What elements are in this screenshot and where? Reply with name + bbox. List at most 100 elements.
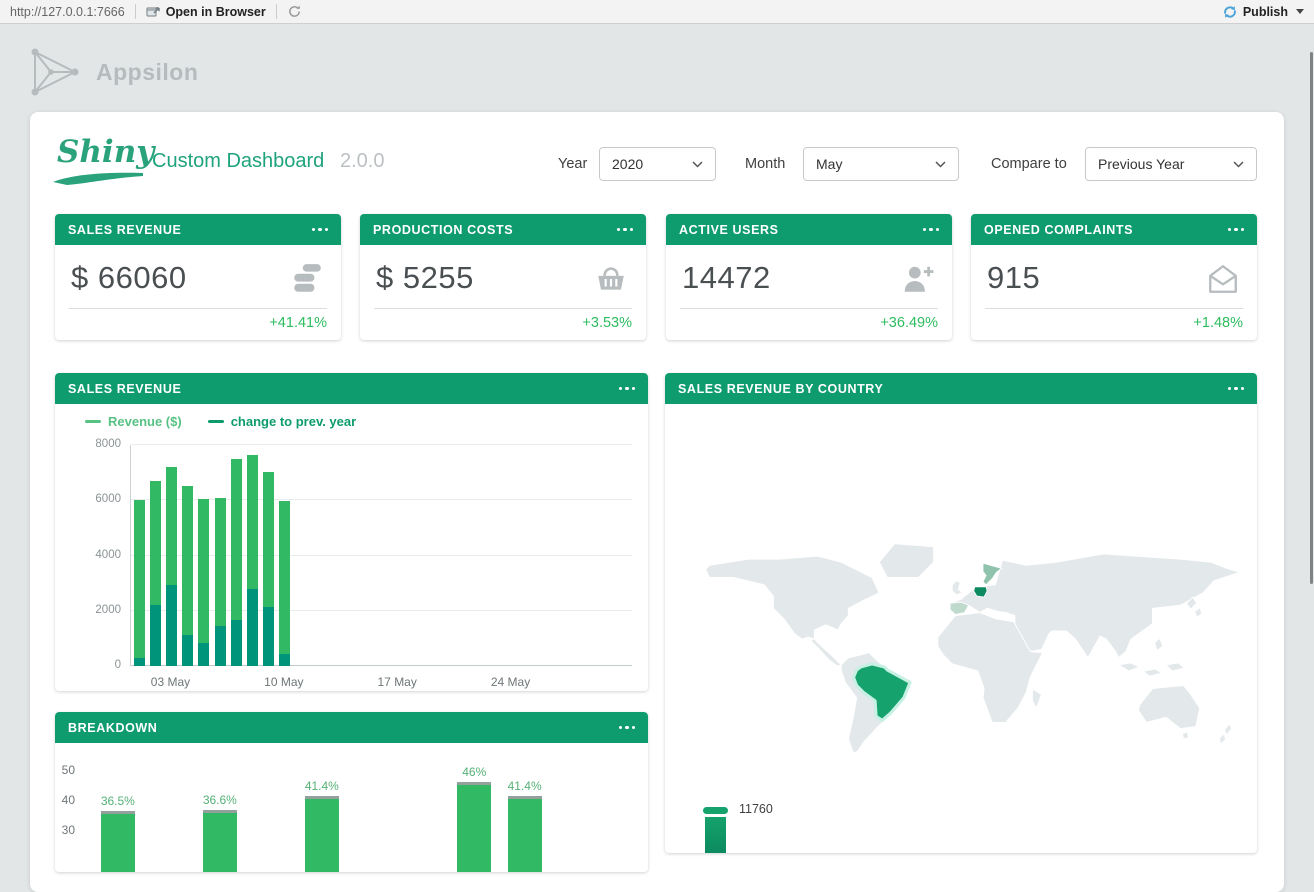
divider (69, 308, 327, 309)
kpi-card-opened-complaints: OPENED COMPLAINTS 915 +1.48% (971, 214, 1257, 340)
publish-dropdown-caret[interactable] (1296, 9, 1304, 14)
revenue-bar (263, 471, 275, 666)
sales-by-country-panel: SALES REVENUE BY COUNTRY (665, 373, 1257, 853)
breakdown-bar (100, 810, 135, 872)
ellipsis-menu-icon[interactable] (1227, 227, 1244, 232)
scrollbar[interactable] (1310, 52, 1313, 584)
revenue-bar-change-segment (149, 605, 161, 666)
breakdown-plot: 50 40 30 36.5% 36.6% 41.4% 46% 41.4% (55, 743, 648, 872)
y-tick-label: 30 (61, 823, 75, 837)
revenue-bar-change-segment (246, 588, 258, 666)
legend-swatch (207, 419, 224, 424)
map-central-america (809, 638, 842, 667)
kpi-value: $ 5255 (376, 260, 474, 295)
open-envelope-icon (1205, 262, 1241, 296)
revenue-bar (165, 467, 177, 666)
map-philippines (1154, 637, 1164, 652)
legend-label: Revenue ($) (108, 414, 182, 429)
kpi-card-sales-revenue: SALES REVENUE $ 66060 +41.41% (55, 214, 341, 340)
kpi-value: 915 (987, 260, 1041, 295)
map-australia (1137, 684, 1201, 730)
toolbar-divider (134, 4, 136, 19)
legend-item-revenue[interactable]: Revenue ($) (85, 414, 182, 429)
map-united-kingdom (951, 580, 963, 596)
y-tick-label: 8000 (95, 438, 121, 450)
breakdown-bar-label: 41.4% (507, 778, 542, 793)
publish-label: Publish (1242, 4, 1288, 19)
kpi-change: +36.49% (880, 315, 938, 331)
legend-item-change[interactable]: change to prev. year (207, 414, 357, 429)
map-legend-value: 11760 (739, 802, 773, 816)
y-tick-label: 2000 (95, 603, 121, 616)
open-in-browser-icon (146, 5, 161, 18)
kpi-title: PRODUCTION COSTS (373, 222, 514, 237)
app-version: 2.0.0 (340, 150, 385, 172)
kpi-title: ACTIVE USERS (679, 222, 779, 237)
divider (985, 308, 1243, 309)
appsilon-logo-icon (28, 44, 82, 100)
revenue-bar (230, 458, 242, 666)
panel-title: SALES REVENUE BY COUNTRY (678, 381, 884, 396)
legend-swatch (85, 419, 101, 424)
y-tick-label: 4000 (95, 548, 121, 561)
gridline (131, 499, 632, 501)
kpi-value: $ 66060 (71, 260, 187, 295)
map-africa (937, 611, 1044, 723)
divider (680, 308, 938, 309)
year-select[interactable]: 2020 (599, 147, 716, 181)
publish-icon (1222, 4, 1238, 20)
breakdown-bar (304, 795, 339, 872)
breakdown-bar (457, 782, 492, 872)
revenue-bar-change-segment (182, 634, 194, 666)
reload-app-button[interactable] (287, 4, 302, 19)
revenue-bar (279, 500, 291, 666)
legend-label: change to prev. year (230, 414, 357, 429)
month-select[interactable]: May (803, 147, 959, 181)
map-country-sweden[interactable] (982, 562, 1003, 586)
ellipsis-menu-icon[interactable] (311, 227, 328, 232)
revenue-bar-change-segment (214, 626, 226, 666)
map-eurasia (949, 553, 1241, 659)
gridline (131, 444, 632, 445)
compare-filter-label: Compare to (991, 156, 1067, 172)
revenue-bar (246, 454, 258, 666)
chevron-down-icon (692, 160, 703, 168)
map-country-germany[interactable] (973, 586, 988, 598)
breakdown-bar-label: 36.5% (100, 793, 135, 808)
map-tasmania (1181, 731, 1190, 740)
chart-legend: Revenue ($) change to prev. year (85, 414, 356, 429)
revenue-bar-change-segment (165, 584, 177, 666)
address-url: http://127.0.0.1:7666 (10, 4, 125, 19)
map-new-zealand (1218, 722, 1233, 745)
publish-button[interactable]: Publish (1222, 4, 1304, 20)
map-country-spain[interactable] (949, 601, 970, 616)
month-select-value: May (816, 156, 843, 172)
kpi-title: SALES REVENUE (68, 222, 182, 237)
ellipsis-menu-icon[interactable] (618, 725, 635, 730)
compare-select[interactable]: Previous Year (1085, 147, 1257, 181)
coins-icon (289, 262, 325, 296)
revenue-bar (182, 486, 194, 666)
shiny-logo-text: Shiny (57, 134, 155, 170)
kpi-title: OPENED COMPLAINTS (984, 222, 1134, 237)
revenue-bar (149, 480, 161, 666)
world-map (704, 543, 1241, 754)
ellipsis-menu-icon[interactable] (922, 227, 939, 232)
map-greenland (878, 543, 935, 579)
ellipsis-menu-icon[interactable] (616, 227, 633, 232)
y-tick-label: 40 (61, 793, 75, 807)
ellipsis-menu-icon[interactable] (1227, 386, 1244, 391)
chevron-down-icon (935, 160, 946, 168)
map-country-brazil[interactable] (851, 662, 912, 722)
revenue-bar (214, 498, 226, 666)
ellipsis-menu-icon[interactable] (618, 386, 635, 391)
map-legend-top-swatch (703, 807, 728, 814)
open-in-browser-button[interactable]: Open in Browser (146, 5, 266, 19)
shiny-logo: Shiny (53, 134, 154, 188)
y-tick-label: 6000 (95, 493, 121, 506)
open-in-browser-label: Open in Browser (165, 4, 266, 19)
x-tick-label: 10 May (264, 675, 304, 689)
map-indonesia (1118, 662, 1185, 677)
revenue-bar (198, 498, 210, 666)
sales-revenue-panel: SALES REVENUE Revenue ($) change to prev… (55, 373, 648, 691)
